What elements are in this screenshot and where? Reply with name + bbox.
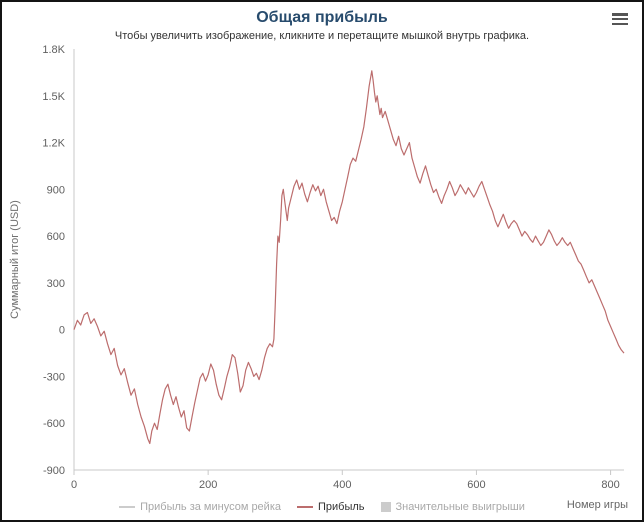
hamburger-menu-icon (612, 13, 628, 16)
export-menu-button[interactable] (610, 11, 630, 27)
line-sample-icon (297, 506, 313, 508)
chart-title: Общая прибыль (256, 9, 388, 26)
y-axis-title: Суммарный итог (USD) (9, 200, 21, 319)
y-tick-label: 600 (47, 231, 65, 243)
chart-plot-area[interactable]: 0 200 400 600 800 1.8K 1.5K 1.2K 900 600 300 0 -300 -… (2, 42, 644, 494)
legend-label: Значительные выигрыши (395, 501, 525, 513)
legend-item-profit[interactable]: Прибыль (297, 501, 365, 513)
x-tick-label: 0 (71, 479, 77, 491)
legend: Прибыль за минусом рейка Прибыль Значите… (2, 501, 642, 513)
y-tick-label: 900 (47, 184, 65, 196)
legend-item-profit-minus-rake[interactable]: Прибыль за минусом рейка (119, 501, 281, 513)
x-tick-label: 800 (601, 479, 619, 491)
legend-label: Прибыль за минусом рейка (140, 501, 281, 513)
line-sample-icon (119, 506, 136, 508)
x-axis-title: Номер игры (566, 499, 628, 511)
y-tick-label: -300 (43, 371, 65, 383)
box-sample-icon (380, 502, 391, 512)
x-tick-label: 200 (199, 479, 217, 491)
x-tick-label: 400 (333, 479, 351, 491)
chart-subtitle: Чтобы увеличить изображение, кликните и … (114, 30, 530, 42)
y-tick-label: 1.5K (42, 91, 65, 103)
y-tick-label: 300 (47, 278, 65, 290)
x-tick-label: 600 (467, 479, 485, 491)
legend-item-significant-wins[interactable]: Значительные выигрыши (380, 501, 525, 513)
y-tick-label: 0 (59, 325, 65, 337)
y-tick-label: -600 (43, 418, 65, 430)
legend-label: Прибыль (318, 501, 365, 513)
y-tick-label: -900 (43, 465, 65, 477)
profit-line (73, 70, 625, 445)
y-tick-label: 1.8K (42, 44, 65, 56)
y-tick-label: 1.2K (42, 138, 65, 150)
